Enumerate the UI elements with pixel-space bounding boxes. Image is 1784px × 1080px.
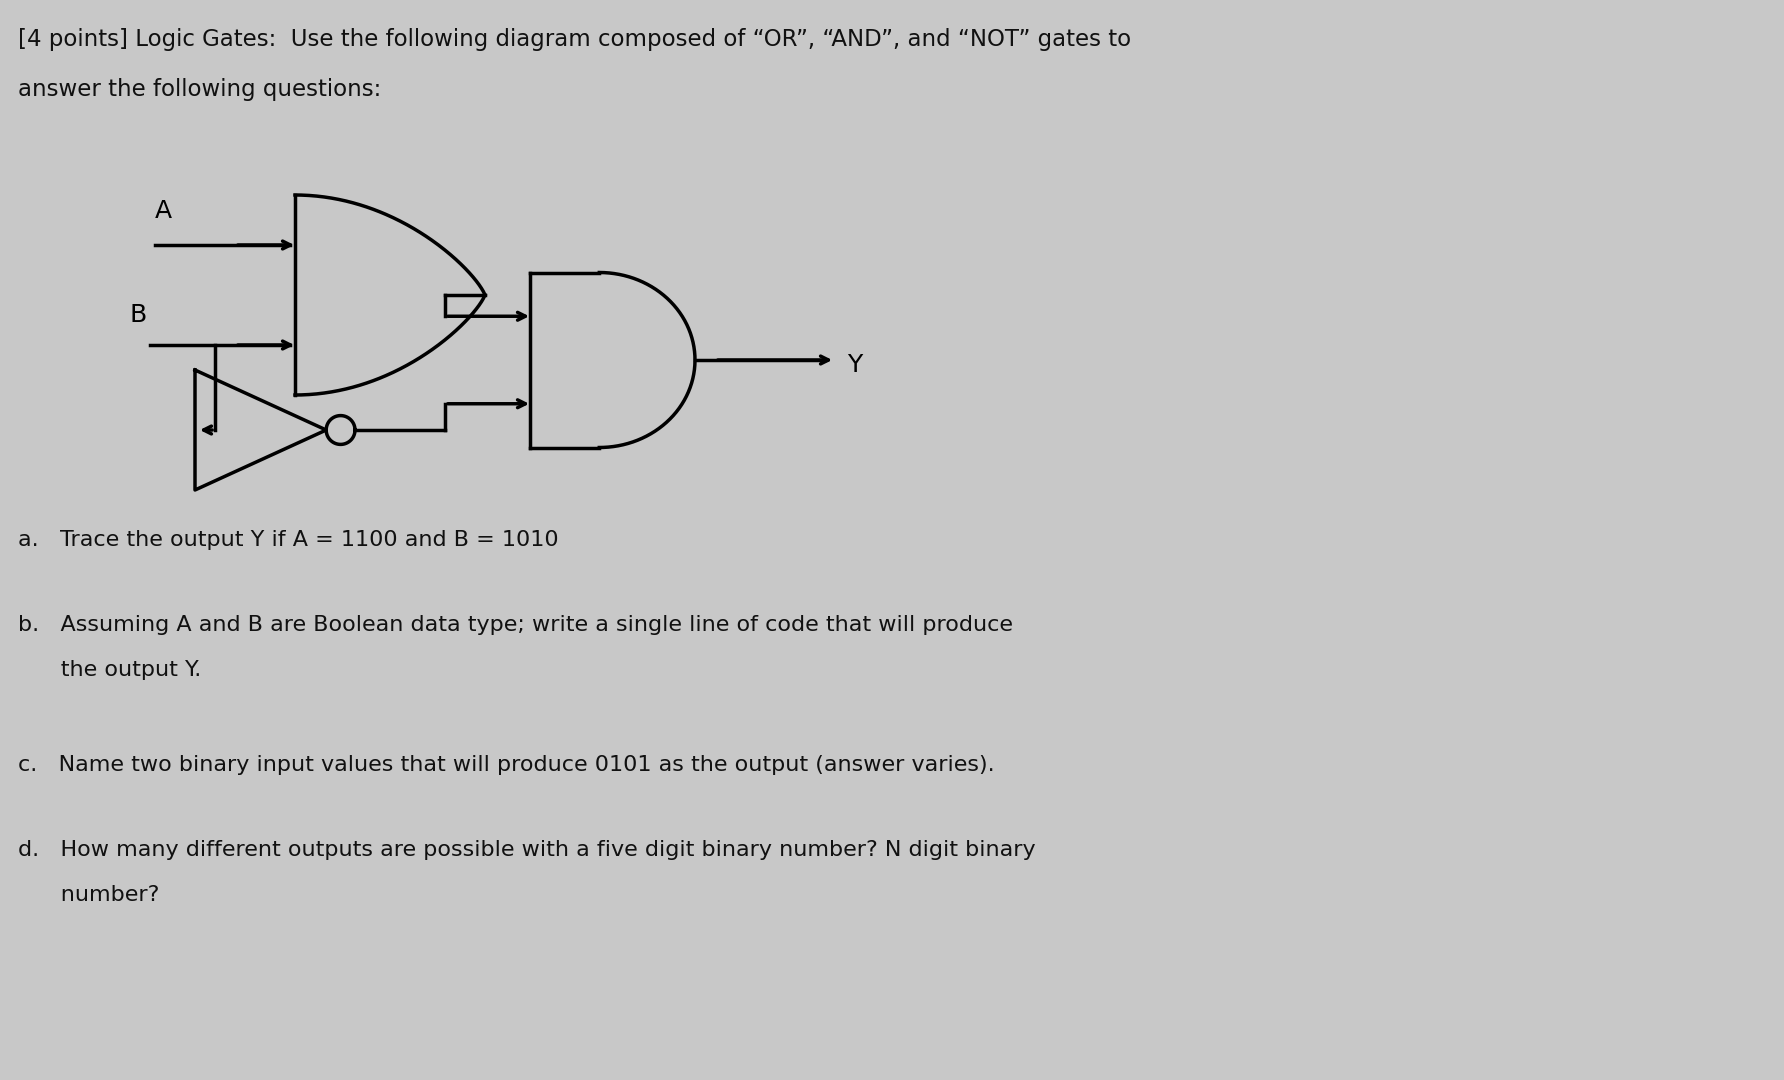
Text: the output Y.: the output Y. (18, 660, 202, 680)
Text: [4 points] Logic Gates:  Use the following diagram composed of “OR”, “AND”, and : [4 points] Logic Gates: Use the followin… (18, 28, 1131, 51)
Text: A: A (155, 199, 171, 222)
Text: Y: Y (847, 353, 862, 377)
Text: c.   Name two binary input values that will produce 0101 as the output (answer v: c. Name two binary input values that wil… (18, 755, 995, 775)
Text: answer the following questions:: answer the following questions: (18, 78, 382, 102)
Text: d.   How many different outputs are possible with a five digit binary number? N : d. How many different outputs are possib… (18, 840, 1037, 860)
Text: B: B (130, 303, 148, 327)
Text: b.   Assuming A and B are Boolean data type; write a single line of code that wi: b. Assuming A and B are Boolean data typ… (18, 615, 1013, 635)
Text: a.   Trace the output Y if A = 1100 and B = 1010: a. Trace the output Y if A = 1100 and B … (18, 530, 558, 550)
Text: number?: number? (18, 885, 159, 905)
